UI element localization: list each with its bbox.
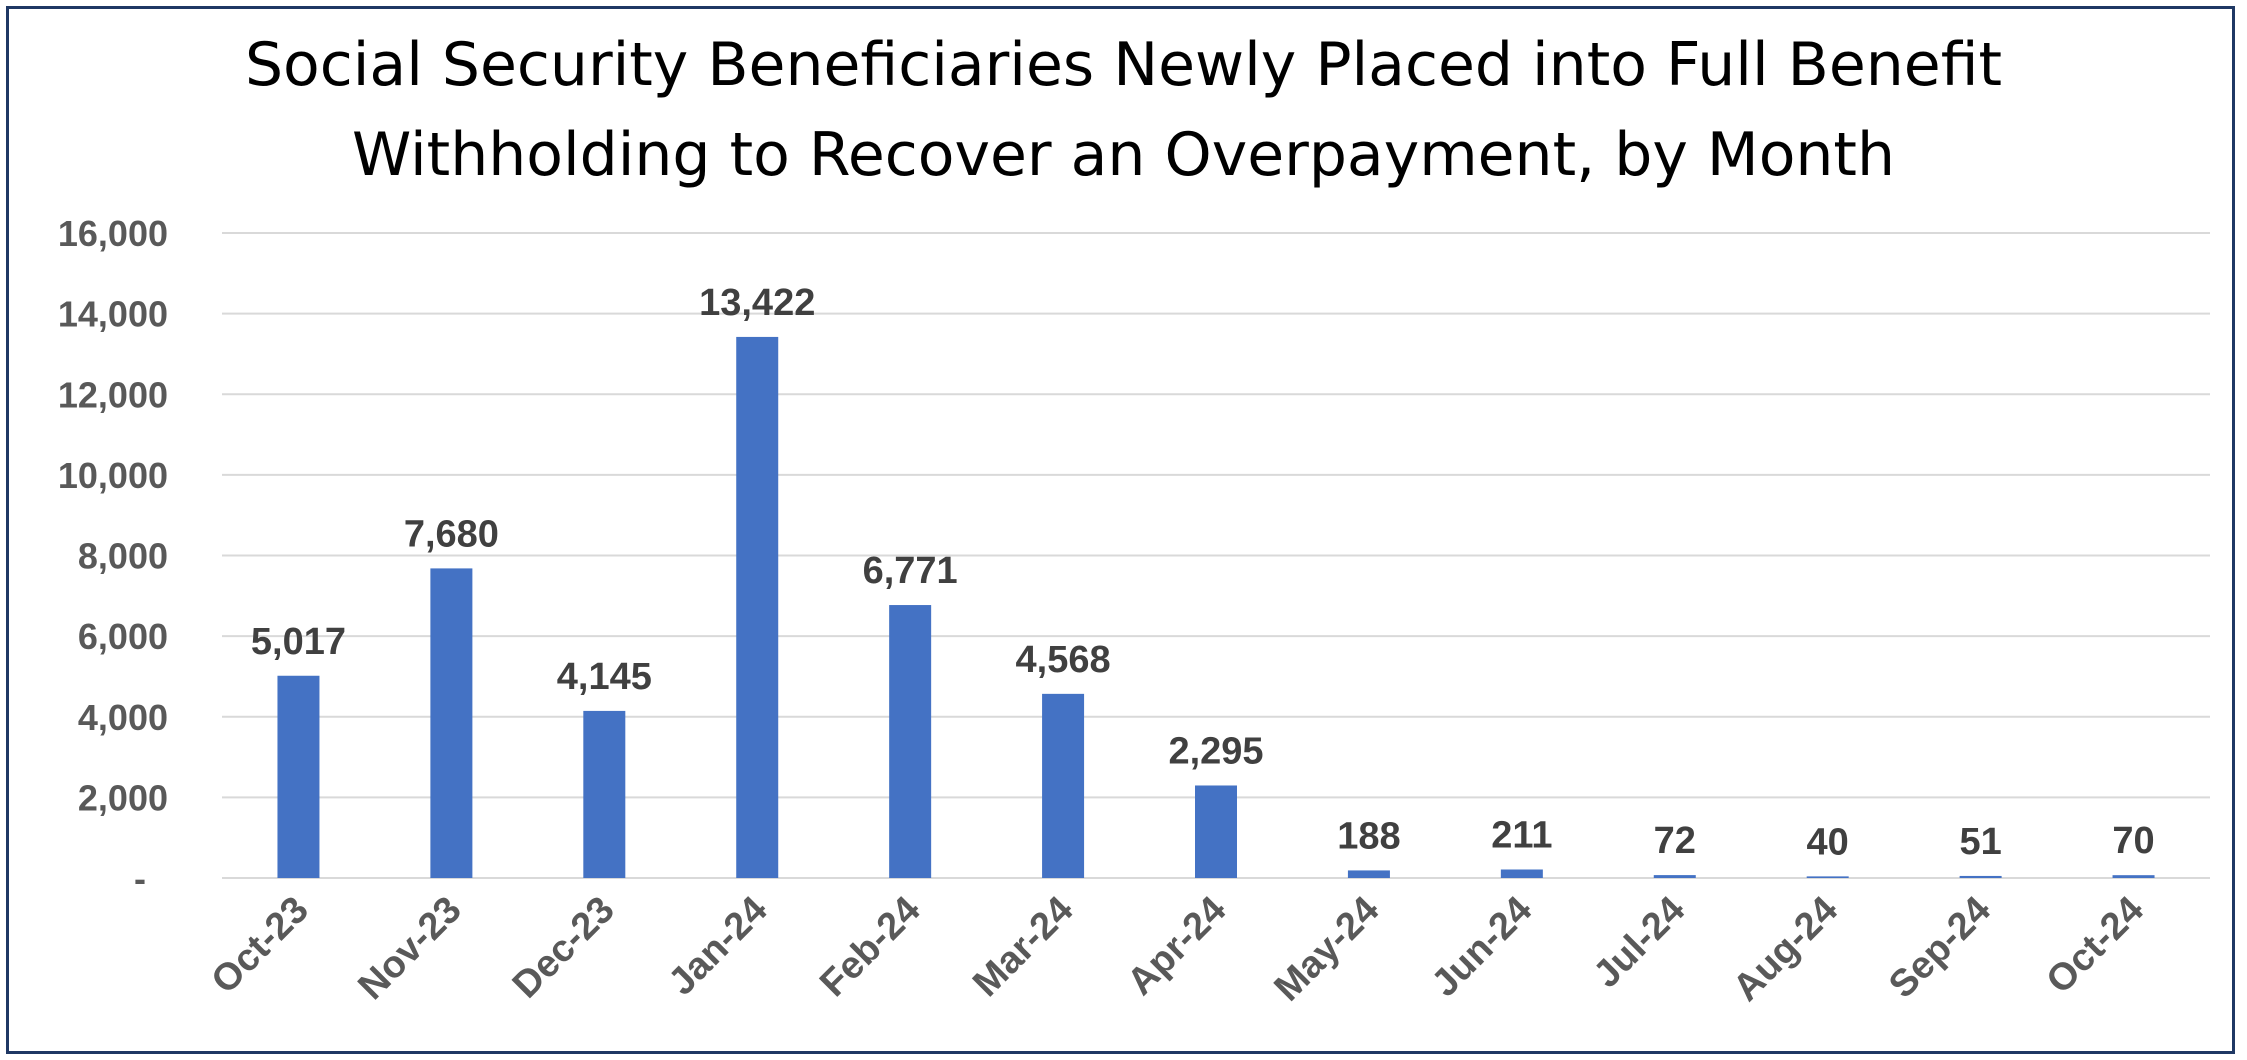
y-tick-label: 12,000 (58, 374, 168, 415)
y-tick-label: 10,000 (58, 455, 168, 496)
data-label: 40 (1807, 821, 1849, 863)
y-tick-label: 6,000 (78, 616, 168, 657)
x-tick-label: Oct-24 (2039, 889, 2152, 1002)
x-axis-ticks: Oct-23 Nov-23 Dec-23 Jan-24 Feb-24 Mar-24 Apr-… (203, 889, 2151, 1010)
y-tick-label: 8,000 (78, 536, 168, 577)
data-label: 4,145 (557, 656, 652, 698)
bar (1959, 875, 2002, 878)
x-tick-label: Apr-24 (1120, 889, 1235, 1004)
data-label: 2,295 (1168, 730, 1263, 772)
y-tick-label: 16,000 (58, 213, 168, 254)
data-label: 188 (1337, 815, 1400, 857)
x-tick-label: Dec-23 (505, 889, 623, 1007)
bar (430, 568, 473, 878)
data-label: 70 (2112, 820, 2154, 862)
y-tick-label: 2,000 (78, 777, 168, 818)
x-tick-label: Nov-23 (350, 889, 469, 1008)
y-tick-label: 4,000 (78, 697, 168, 738)
bar (736, 336, 779, 878)
bar (1195, 785, 1237, 878)
x-tick-label: Jun-24 (1424, 889, 1540, 1005)
data-label: 4,568 (1016, 639, 1111, 681)
bar (889, 605, 932, 878)
y-tick-label: - (134, 858, 146, 899)
data-label: 72 (1654, 820, 1696, 862)
chart-title: Social Security Beneficiaries Newly Plac… (244, 30, 2003, 190)
x-tick-label: Jul-24 (1586, 889, 1693, 996)
bar (1347, 870, 1390, 878)
data-label: 51 (1959, 821, 2001, 863)
x-tick-label: Jan-24 (661, 889, 776, 1004)
x-tick-label: Sep-24 (1881, 889, 1999, 1007)
gridlines (222, 232, 2210, 879)
y-axis-ticks: - 2,000 4,000 6,000 8,000 10,000 12,000 14,000 1… (58, 213, 168, 899)
bar (277, 675, 320, 878)
x-tick-label: Oct-23 (203, 889, 316, 1002)
x-tick-label: Feb-24 (812, 889, 928, 1005)
chart-frame (6, 6, 2235, 1054)
data-labels: 5,017 7,680 4,145 13,422 6,771 4,568 2,295 188 2… (251, 282, 2155, 863)
bar (2112, 875, 2155, 878)
y-tick-label: 14,000 (58, 294, 168, 335)
bar (1653, 875, 1696, 878)
bar (1806, 876, 1849, 878)
bar (1500, 869, 1543, 878)
data-label: 5,017 (251, 621, 346, 663)
data-label: 7,680 (404, 513, 499, 555)
data-label: 211 (1491, 814, 1552, 856)
data-label: 13,422 (699, 282, 815, 324)
bar (1042, 693, 1085, 878)
x-tick-label: Aug-24 (1725, 889, 1846, 1010)
x-tick-label: May-24 (1266, 889, 1387, 1010)
x-tick-label: Mar-24 (965, 889, 1081, 1005)
bars (277, 336, 2155, 878)
bar (583, 710, 626, 878)
data-label: 6,771 (863, 550, 958, 592)
